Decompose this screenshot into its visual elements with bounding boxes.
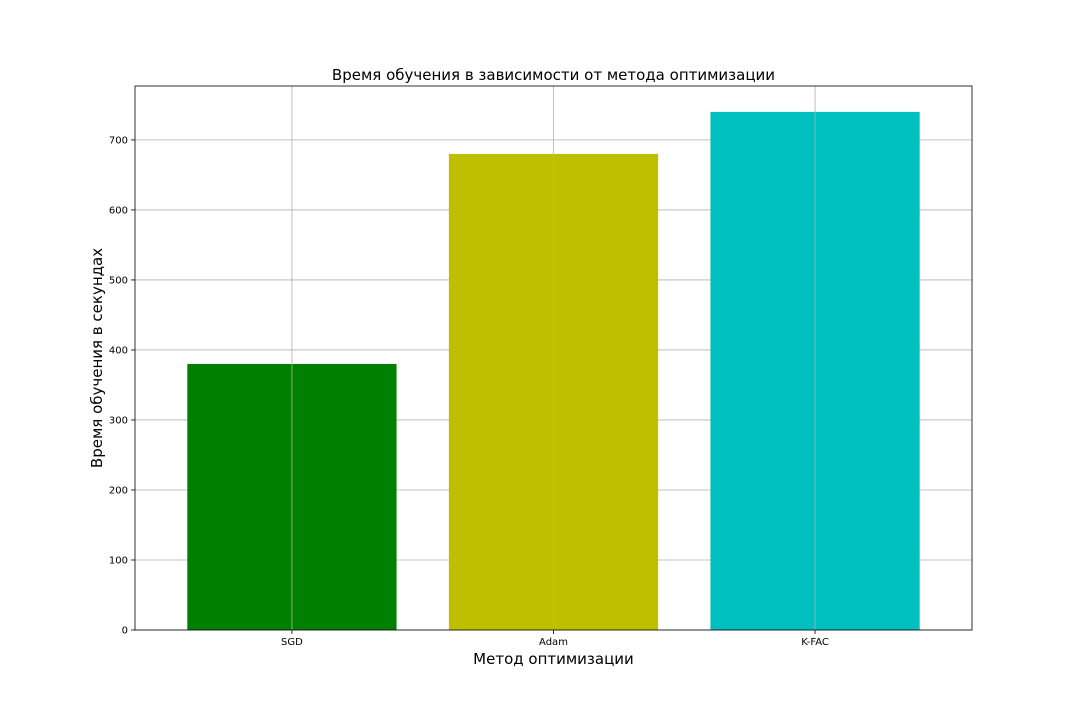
x-axis: SGD Adam K-FAC [281,630,829,648]
y-tick-label: 400 [109,345,128,356]
x-tick-label: Adam [539,637,568,648]
y-tick-label: 300 [109,415,128,426]
y-tick-label: 0 [122,626,128,637]
y-axis-label: Время обучения в секундах [88,248,106,468]
y-axis: 0 100 200 300 400 500 600 700 [109,135,135,637]
x-grid [291,86,816,630]
y-tick-label: 100 [109,555,128,566]
x-axis-label: Метод оптимизации [473,650,634,668]
y-tick-label: 600 [109,205,128,216]
y-tick-label: 200 [109,485,128,496]
y-tick-label: 700 [109,135,128,146]
chart-title: Время обучения в зависимости от метода о… [332,66,775,84]
x-tick-label: K-FAC [801,637,829,648]
x-tick-label: SGD [281,637,303,648]
y-tick-label: 500 [109,275,128,286]
